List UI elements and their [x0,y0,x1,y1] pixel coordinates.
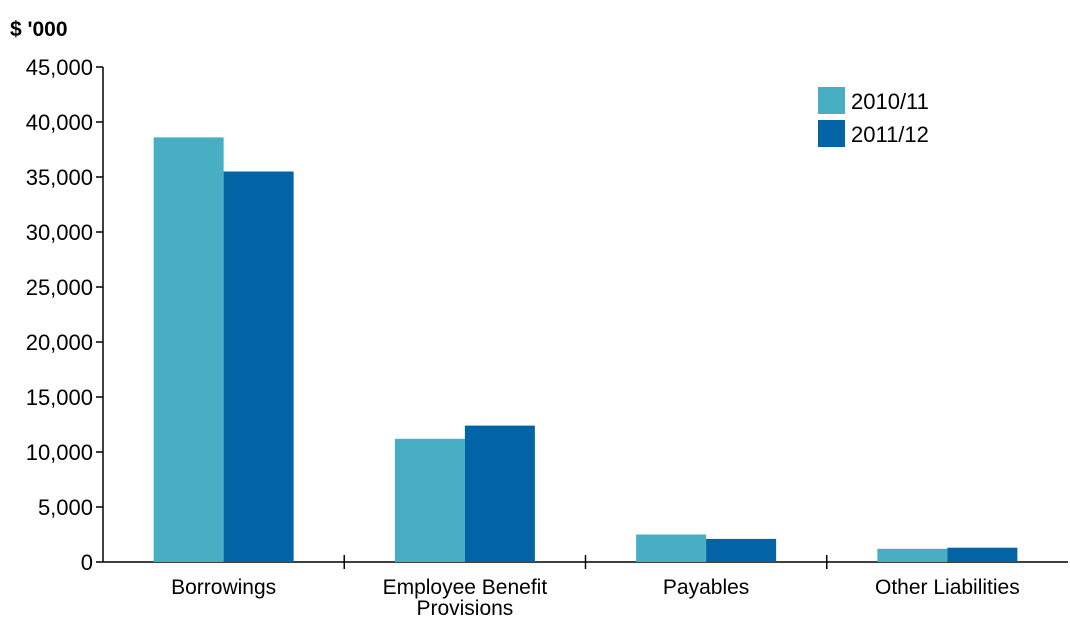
y-tick-label: 15,000 [26,385,93,410]
y-tick-label: 45,000 [26,55,93,80]
y-tick-label: 5,000 [38,495,93,520]
bar [394,438,465,562]
y-tick-label: 0 [81,550,93,575]
y-tick-label: 20,000 [26,330,93,355]
bar [706,538,777,562]
bars [153,137,1018,562]
x-tick-label: Employee Benefit [383,576,548,599]
bar [464,425,535,562]
legend: 2010/11 2011/12 [818,87,929,147]
bar [636,534,707,562]
bar [877,548,948,562]
legend-swatch [818,87,845,114]
y-tick-label: 30,000 [26,220,93,245]
y-axis: 0 5,000 10,000 15,000 20,000 25,000 30,000 35,0… [26,55,104,575]
y-tick-label: 25,000 [26,275,93,300]
y-tick-label: 40,000 [26,110,93,135]
y-tick-label: 10,000 [26,440,93,465]
legend-label: 2010/11 [851,89,929,114]
bar [223,171,294,562]
x-tick-label: Provisions [416,597,513,619]
y-tick-label: 35,000 [26,165,93,190]
bar [153,137,224,562]
bar [947,547,1018,562]
x-tick-label: Other Liabilities [875,576,1020,599]
legend-swatch [818,120,845,147]
x-tick-label: Payables [663,576,749,599]
unit-label: $ '000 [10,18,68,41]
legend-label: 2011/12 [851,122,929,147]
x-tick-label: Borrowings [171,576,276,599]
